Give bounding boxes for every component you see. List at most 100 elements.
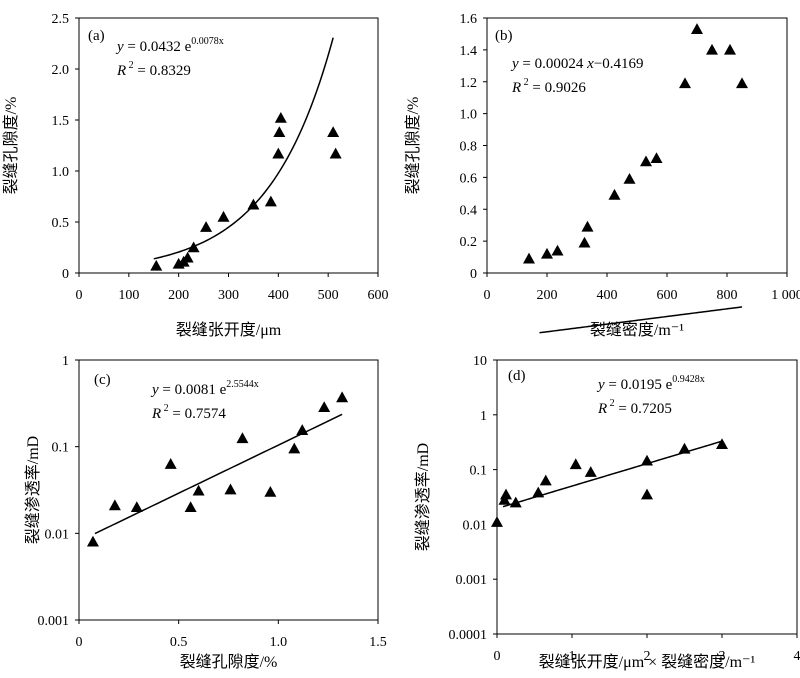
data-point — [724, 43, 736, 55]
data-point — [569, 458, 582, 470]
data-point — [273, 126, 286, 138]
data-point — [541, 247, 553, 259]
data-point — [318, 401, 331, 413]
y-axis-label: 裂缝渗透率/mD — [24, 436, 42, 544]
y-tick-label: 10 — [473, 354, 487, 369]
x-tick-label: 500 — [318, 288, 339, 303]
fit-line — [539, 306, 743, 334]
chart-panel-d: 0 1 2 3 4 0.0001 0.001 0.01 0.1 1 10 (d) y = 0.0195 … — [414, 354, 800, 671]
data-point — [108, 499, 121, 511]
data-point — [192, 484, 205, 496]
data-point — [641, 488, 653, 500]
data-point — [539, 474, 552, 486]
data-point — [187, 241, 200, 253]
fit-equation: y = 0.0195 e0.9428x — [596, 374, 705, 393]
panel-label: (c) — [94, 372, 111, 388]
data-point — [181, 251, 194, 263]
data-point — [532, 486, 545, 498]
r-squared: R 2 = 0.8329 — [116, 60, 191, 79]
data-point — [272, 147, 285, 159]
x-axis-label: 裂缝张开度/μm × 裂缝密度/m⁻¹ — [539, 653, 756, 671]
plot-frame — [78, 17, 379, 274]
y-tick-label: 0.1 — [52, 441, 70, 456]
x-tick-label: 0 — [484, 288, 491, 303]
data-point — [500, 488, 512, 500]
chart-panel-c: 0 0.5 1.0 1.5 0.001 0.01 0.1 1 (c) y = 0.0081 e2.… — [24, 354, 387, 671]
data-point — [274, 111, 287, 123]
y-tick-label: 0.8 — [460, 140, 478, 155]
data-point — [640, 155, 652, 167]
y-tick-label: 0.001 — [38, 614, 70, 629]
data-point — [491, 516, 503, 527]
data-point — [584, 466, 597, 477]
x-tick-label: 600 — [368, 288, 389, 303]
x-axis-label: 裂缝孔隙度/% — [180, 653, 278, 671]
data-point — [641, 454, 653, 466]
r-squared: R 2 = 0.7574 — [151, 403, 226, 422]
y-tick-label: 1.0 — [460, 108, 478, 123]
x-tick-label: 1 — [569, 649, 576, 664]
data-point — [164, 458, 177, 469]
data-point — [691, 23, 703, 34]
y-tick-label: 0.6 — [460, 171, 478, 186]
data-point — [336, 391, 349, 403]
data-point — [288, 442, 301, 454]
y-tick-label: 0.0001 — [449, 628, 488, 643]
data-point — [509, 496, 522, 508]
y-tick-label: 1 — [480, 409, 487, 424]
data-point — [327, 126, 340, 138]
y-axis-label: 裂缝孔隙度/% — [2, 97, 20, 195]
data-point — [581, 220, 594, 232]
y-tick-label: 2.5 — [52, 12, 70, 27]
data-point — [329, 147, 342, 159]
data-point — [736, 77, 748, 89]
y-tick-label: 1.4 — [460, 44, 478, 59]
data-point — [247, 198, 260, 210]
y-tick-label: 0.001 — [456, 573, 488, 588]
x-tick-label: 1 000 — [771, 288, 800, 303]
r-squared: R 2 = 0.7205 — [597, 398, 672, 417]
data-point — [551, 244, 564, 256]
y-tick-label: 2.0 — [52, 63, 70, 78]
data-point — [716, 438, 728, 450]
chart-panel-b: 0 200 400 600 800 1 000 0 0.2 0.4 0.6 0.8 1.0 1.2 1.4… — [404, 12, 800, 339]
x-tick-label: 400 — [268, 288, 289, 303]
data-point — [523, 252, 535, 264]
y-tick-label: 0.5 — [52, 216, 70, 231]
plot-frame — [78, 359, 379, 621]
data-point — [224, 483, 237, 495]
x-tick-label: 200 — [537, 288, 558, 303]
data-point — [86, 535, 99, 547]
data-point — [217, 210, 230, 222]
data-point — [296, 424, 309, 435]
y-tick-label: 0 — [470, 267, 477, 282]
data-point — [150, 259, 163, 271]
y-tick-label: 1 — [62, 354, 69, 369]
x-tick-label: 1.0 — [270, 635, 288, 650]
x-tick-label: 400 — [597, 288, 618, 303]
data-point — [184, 501, 197, 513]
x-tick-label: 4 — [794, 649, 800, 664]
data-point — [623, 172, 636, 184]
data-point — [264, 195, 277, 207]
x-tick-label: 0.5 — [170, 635, 188, 650]
y-axis-label: 裂缝孔隙度/% — [404, 97, 422, 195]
panel-label: (d) — [508, 368, 526, 384]
data-point — [706, 43, 718, 55]
y-tick-label: 0.01 — [45, 527, 70, 542]
x-axis-label: 裂缝张开度/μm — [176, 321, 282, 339]
r-squared: R 2 = 0.9026 — [511, 77, 586, 96]
y-tick-label: 1.6 — [460, 12, 478, 27]
x-tick-label: 300 — [218, 288, 239, 303]
x-tick-label: 0 — [76, 288, 83, 303]
data-point — [130, 501, 143, 513]
x-axis-label: 裂缝密度/m⁻¹ — [590, 321, 684, 339]
data-point — [679, 77, 691, 89]
y-axis-label: 裂缝渗透率/mD — [414, 443, 432, 551]
x-tick-label: 3 — [719, 649, 726, 664]
data-point — [264, 485, 277, 497]
fit-equation: y = 0.00024 x−0.4169 — [510, 56, 644, 72]
fit-equation: y = 0.0432 e0.0078x — [115, 36, 224, 55]
data-point — [236, 432, 249, 444]
